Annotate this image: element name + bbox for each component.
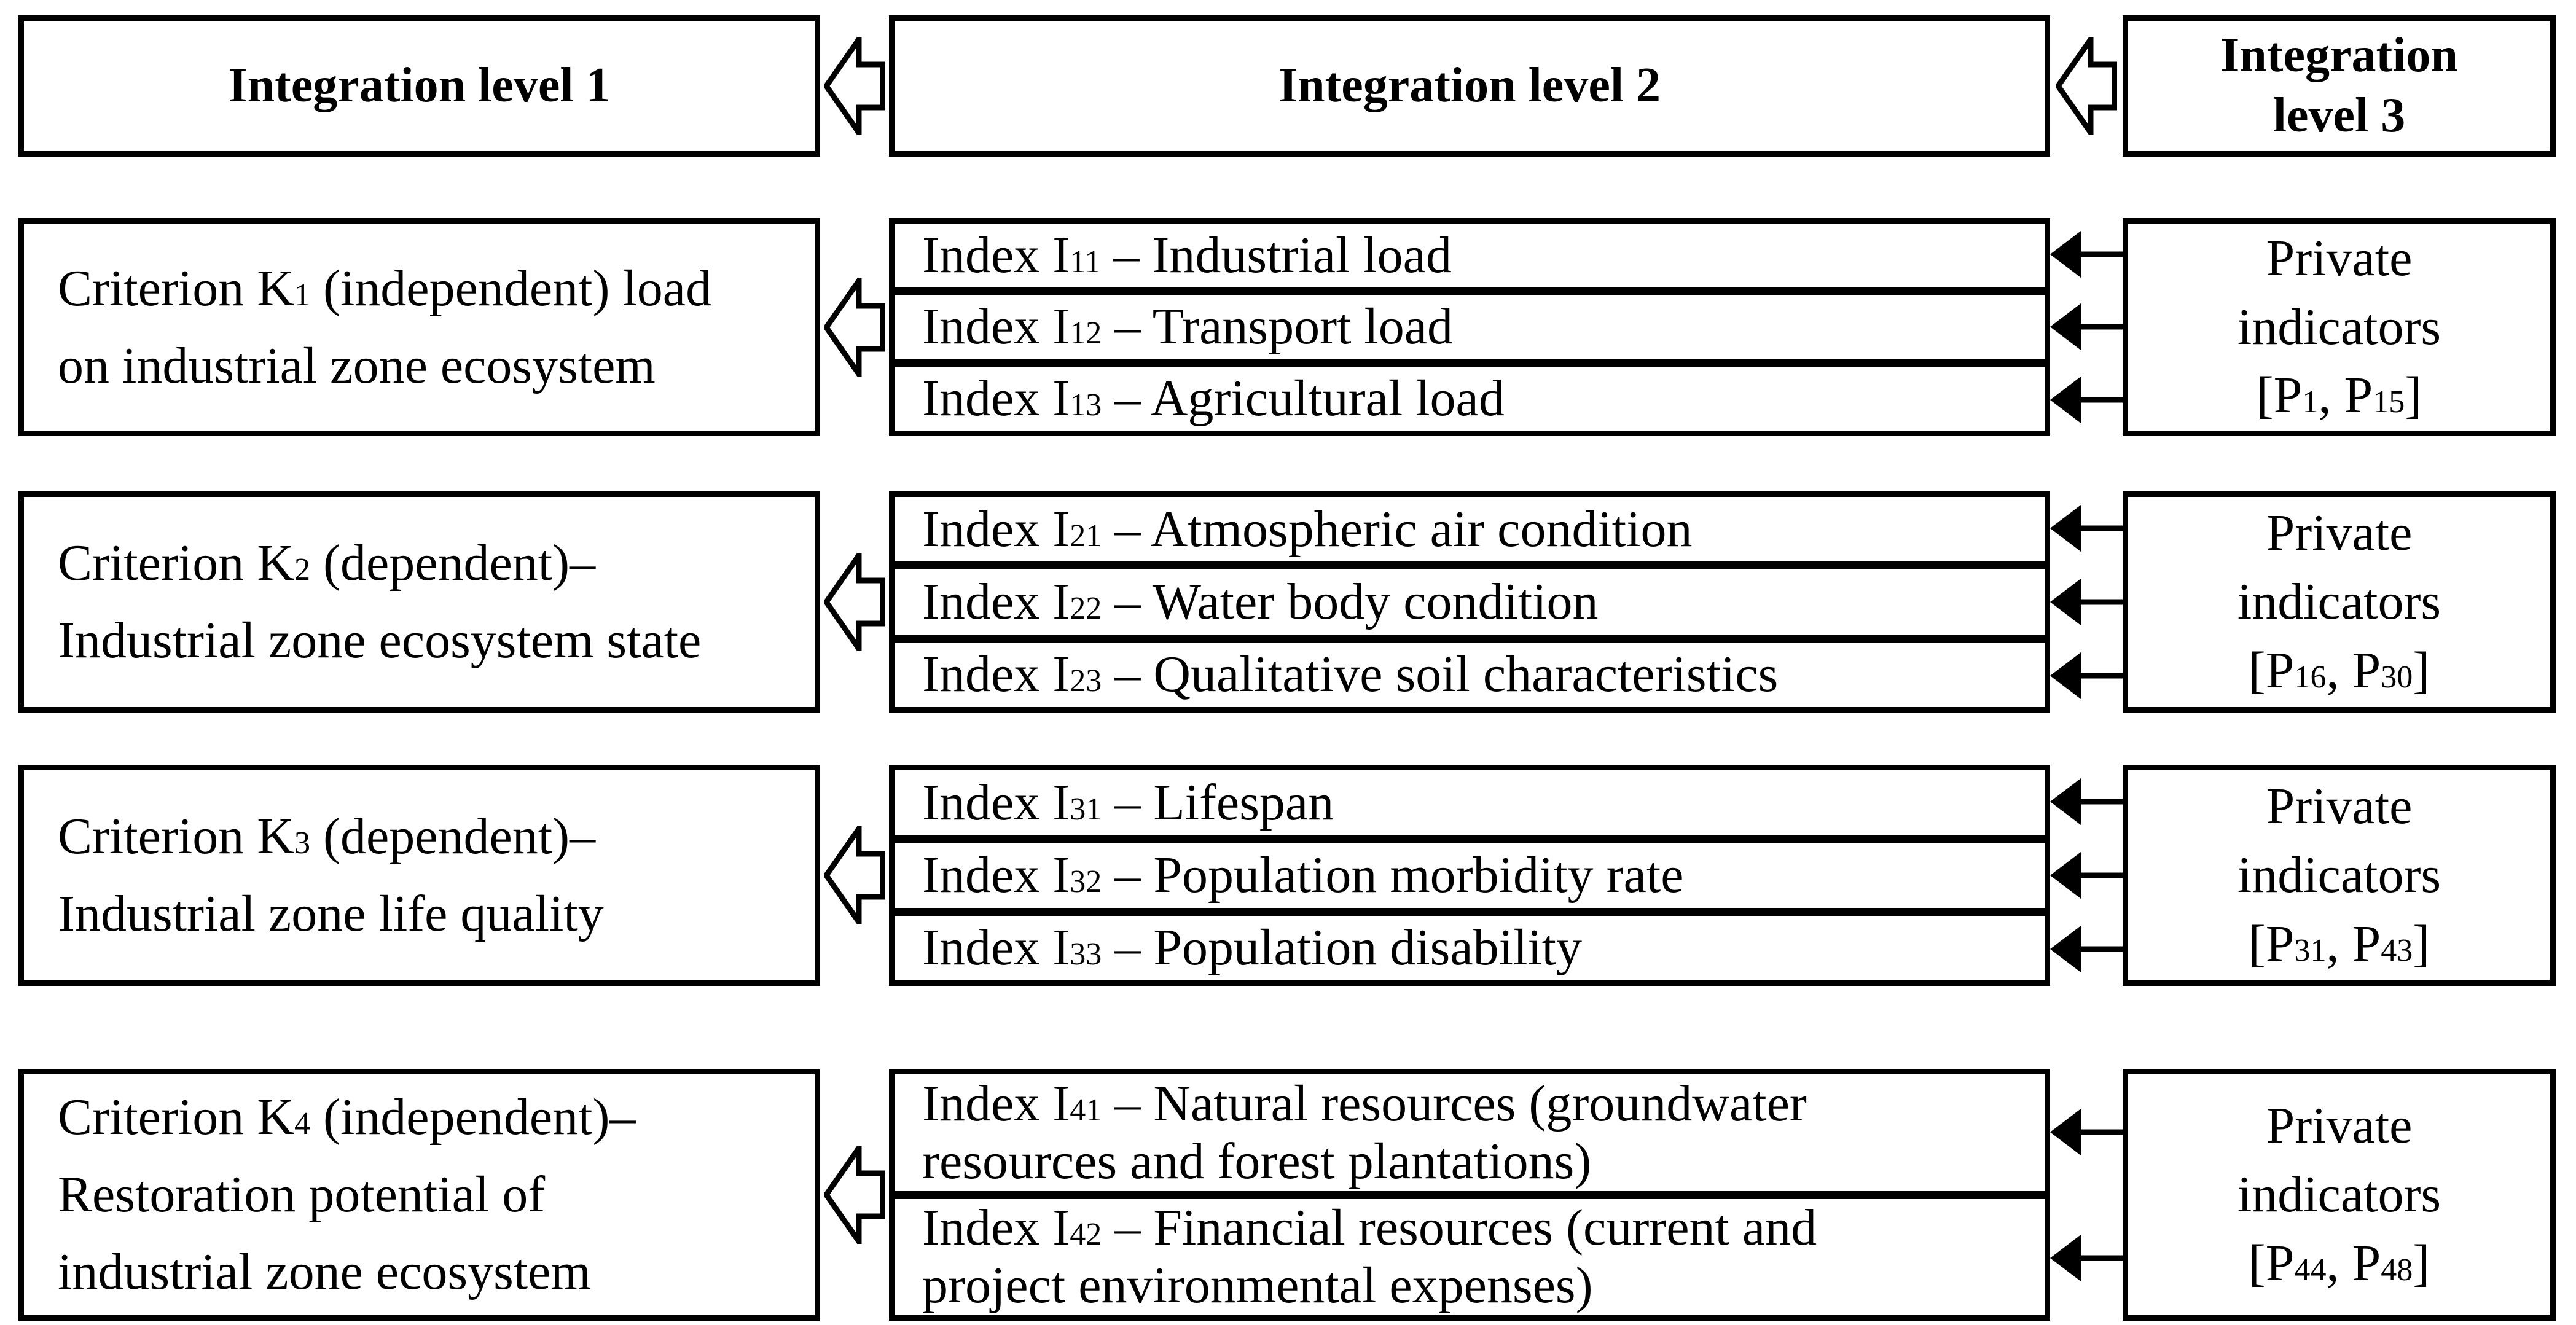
private-indicators-text-2: Private indicators [P16, P30] [2237, 504, 2441, 699]
arrow-slot [2050, 565, 2123, 639]
criterion-k3-text: Criterion K3 (dependent)– Industrial zone… [58, 808, 604, 942]
index-i41-text: Index I41 – Natural resources (groundwat… [922, 1074, 1807, 1190]
private-indicators-box-1: Private indicators [P1, P15] [2123, 218, 2556, 436]
block-arrow-left-icon [824, 826, 885, 924]
row-4-gap-2 [2050, 1069, 2123, 1321]
header-level-3-text: Integration level 3 [2220, 28, 2458, 143]
arrow-left-icon [2050, 852, 2123, 899]
row-1-gap-2 [2050, 218, 2123, 436]
arrow-slot [2050, 291, 2123, 363]
row-1-gap-1 [820, 218, 889, 436]
header-integration-level-1: Integration level 1 [18, 15, 820, 157]
criterion-row-3: Criterion K3 (dependent)– Industrial zone… [18, 765, 2576, 986]
header-level-2-text: Integration level 2 [1278, 58, 1661, 113]
criterion-row-4: Criterion K4 (independent)– Restoration p… [18, 1069, 2576, 1321]
arrow-left-icon [2050, 579, 2123, 625]
block-arrow-left-icon [824, 37, 885, 135]
block-arrow-left-icon [824, 1146, 885, 1244]
index-i42-cell: Index I42 – Financial resources (current… [889, 1193, 2050, 1321]
private-indicators-box-4: Private indicators [P44, P48] [2123, 1069, 2556, 1321]
arrow-left-icon [2050, 376, 2123, 423]
header-level-1-text: Integration level 1 [228, 58, 611, 113]
header-row: Integration level 1 Integration level 2 … [18, 15, 2576, 157]
index-i33-cell: Index I33 – Population disability [889, 910, 2050, 986]
index-i12-cell: Index I12 – Transport load [889, 289, 2050, 365]
header-gap-1 [820, 15, 889, 157]
criterion-k4-box: Criterion K4 (independent)– Restoration p… [18, 1069, 820, 1321]
criterion-row-2: Criterion K2 (dependent)– Industrial zone… [18, 491, 2576, 713]
index-i12-text: Index I12 – Transport load [922, 298, 1454, 356]
criterion-k2-text: Criterion K2 (dependent)– Industrial zone… [58, 534, 702, 669]
index-i42-text: Index I42 – Financial resources (current… [922, 1199, 1817, 1315]
private-indicators-text-3: Private indicators [P31, P43] [2237, 778, 2441, 972]
index-i11-text: Index I11 – Industrial load [922, 226, 1452, 284]
row-4-gap-1 [820, 1069, 889, 1321]
arrow-slot [2050, 912, 2123, 986]
criterion-k1-box: Criterion K1 (independent) load on indust… [18, 218, 820, 436]
index-i23-cell: Index I23 – Qualitative soil characteris… [889, 636, 2050, 713]
arrow-left-icon [2050, 926, 2123, 972]
row-3-gap-1 [820, 765, 889, 986]
criterion-row-1: Criterion K1 (independent) load on indust… [18, 218, 2576, 437]
arrow-slot [2050, 639, 2123, 713]
private-indicators-text-1: Private indicators [P1, P15] [2237, 229, 2441, 424]
header-gap-2 [2050, 15, 2123, 157]
private-indicators-text-4: Private indicators [P44, P48] [2237, 1097, 2441, 1292]
arrow-slot [2050, 491, 2123, 565]
criterion-k4-text: Criterion K4 (independent)– Restoration p… [58, 1089, 636, 1300]
index-i31-text: Index I31 – Lifespan [922, 773, 1334, 831]
index-i22-text: Index I22 – Water body condition [922, 573, 1599, 630]
index-stack-4: Index I41 – Natural resources (groundwat… [889, 1069, 2050, 1321]
arrow-left-icon [2050, 231, 2123, 278]
arrow-left-icon [2050, 652, 2123, 699]
header-integration-level-2: Integration level 2 [889, 15, 2050, 157]
header-integration-level-3: Integration level 3 [2123, 15, 2556, 157]
block-arrow-left-icon [824, 553, 885, 651]
arrow-left-icon [2050, 1234, 2123, 1281]
block-arrow-left-icon [824, 278, 885, 377]
arrow-slot [2050, 1069, 2123, 1195]
arrow-slot [2050, 765, 2123, 838]
private-indicators-box-2: Private indicators [P16, P30] [2123, 491, 2556, 713]
arrow-left-icon [2050, 303, 2123, 351]
arrow-slot [2050, 838, 2123, 912]
index-i23-text: Index I23 – Qualitative soil characteris… [922, 646, 1779, 703]
index-stack-2: Index I21 – Atmospheric air condition In… [889, 491, 2050, 713]
index-i22-cell: Index I22 – Water body condition [889, 564, 2050, 640]
index-i33-text: Index I33 – Population disability [922, 919, 1582, 977]
index-i13-cell: Index I13 – Agricultural load [889, 361, 2050, 437]
criterion-k3-box: Criterion K3 (dependent)– Industrial zone… [18, 765, 820, 986]
criterion-k2-box: Criterion K2 (dependent)– Industrial zone… [18, 491, 820, 713]
index-i41-cell: Index I41 – Natural resources (groundwat… [889, 1069, 2050, 1197]
row-2-gap-2 [2050, 491, 2123, 713]
arrow-left-icon [2050, 505, 2123, 552]
index-i31-cell: Index I31 – Lifespan [889, 765, 2050, 841]
index-i21-text: Index I21 – Atmospheric air condition [922, 500, 1693, 558]
arrow-left-icon [2050, 1108, 2123, 1155]
index-i13-text: Index I13 – Agricultural load [922, 370, 1505, 428]
index-stack-3: Index I31 – Lifespan Index I32 – Populat… [889, 765, 2050, 986]
arrow-slot [2050, 218, 2123, 291]
index-i11-cell: Index I11 – Industrial load [889, 218, 2050, 293]
criterion-k1-text: Criterion K1 (independent) load on indust… [58, 259, 712, 394]
index-i32-cell: Index I32 – Population morbidity rate [889, 837, 2050, 913]
index-i32-text: Index I32 – Population morbidity rate [922, 846, 1684, 904]
arrow-slot [2050, 1195, 2123, 1321]
block-arrow-left-icon [2056, 37, 2117, 135]
index-i21-cell: Index I21 – Atmospheric air condition [889, 491, 2050, 568]
row-2-gap-1 [820, 491, 889, 713]
arrow-left-icon [2050, 778, 2123, 825]
row-3-gap-2 [2050, 765, 2123, 986]
arrow-slot [2050, 364, 2123, 436]
private-indicators-box-3: Private indicators [P31, P43] [2123, 765, 2556, 986]
index-stack-1: Index I11 – Industrial load Index I12 – … [889, 218, 2050, 437]
